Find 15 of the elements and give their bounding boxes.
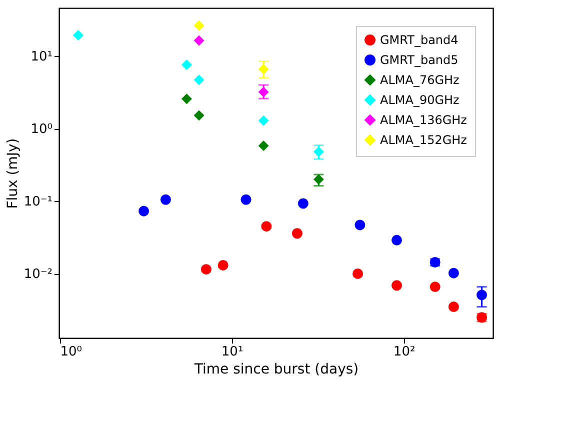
x-axis-title: Time since burst (days) [193, 362, 359, 378]
x-tick-label: 10¹ [221, 344, 244, 360]
x-tick-label: 10⁰ [60, 344, 82, 360]
y-axis-title: Flux (mJy) [4, 138, 21, 209]
legend-label: GMRT_band4 [380, 33, 458, 47]
y-tick-label: 10⁻¹ [24, 194, 52, 210]
legend-label: GMRT_band5 [380, 53, 458, 67]
legend-label: ALMA_136GHz [380, 113, 467, 127]
x-tick-label: 10² [393, 344, 416, 360]
y-tick-label: 10⁰ [30, 122, 52, 138]
y-tick-label: 10¹ [30, 50, 52, 65]
legend-label: ALMA_152GHz [380, 133, 467, 147]
y-tick-label: 10⁻² [24, 267, 52, 282]
legend-label: ALMA_76GHz [380, 73, 460, 87]
legend-label: ALMA_90GHz [380, 93, 460, 107]
